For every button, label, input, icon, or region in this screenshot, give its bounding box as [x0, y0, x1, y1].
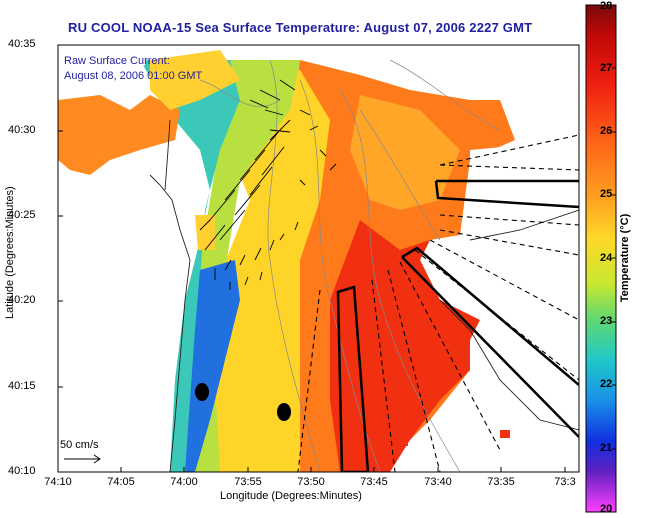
x-axis-label: Longitude (Degrees:Minutes) [220, 490, 362, 502]
land-west [58, 170, 185, 472]
lon-tick: 74:05 [107, 476, 135, 488]
sst-north-yellow [150, 50, 240, 110]
sst-cyan-region [140, 60, 240, 472]
survey-lines [297, 134, 579, 472]
colorbar-title: Temperature (°C) [619, 213, 631, 303]
sst-blue-region [185, 260, 240, 472]
colorbar-tick-label: 23 [600, 315, 613, 327]
map-title: RU COOL NOAA-15 Sea Surface Temperature:… [68, 20, 533, 35]
lat-tick: 40:35 [8, 38, 36, 50]
sst-speck [400, 440, 408, 446]
legend-current-label: Raw Surface Current: [64, 55, 170, 67]
scale-arrow [64, 454, 101, 464]
lat-tick: 40:20 [8, 294, 36, 306]
sst-north-warm [58, 95, 180, 175]
lon-tick: 74:00 [170, 476, 198, 488]
lon-tick: 73:45 [360, 476, 388, 488]
mooring-marker [195, 383, 209, 401]
lat-tick: 40:10 [8, 465, 36, 477]
colorbar-tick-label: 20 [600, 503, 613, 515]
lat-tick: 40:30 [8, 124, 36, 136]
sst-orange-north [350, 95, 460, 210]
bathymetry-contours [199, 59, 501, 472]
axis-ticks [57, 44, 566, 473]
legend-current-time: August 08, 2006 01:00 GMT [64, 70, 203, 82]
survey-boxes [336, 179, 579, 472]
plot-frame [57, 44, 580, 473]
lat-tick: 40:15 [8, 380, 36, 392]
colorbar-tick-label: 25 [600, 188, 613, 200]
colorbar-tick-label: 21 [600, 442, 613, 454]
land-north-west [58, 45, 150, 95]
colorbar-tick-label: 28 [600, 0, 613, 12]
current-vectors [199, 79, 337, 290]
lon-tick: 73:35 [487, 476, 515, 488]
sst-speck [500, 430, 510, 438]
lat-tick: 40:25 [8, 209, 36, 221]
scale-label: 50 cm/s [60, 439, 99, 451]
mooring-marker [277, 403, 291, 421]
lon-tick: 73:55 [234, 476, 262, 488]
colorbar-tick-label: 27 [600, 62, 613, 74]
coastline [149, 119, 579, 472]
lon-tick: 73:3 [554, 476, 576, 488]
colorbar-tick-label: 24 [600, 252, 613, 264]
lon-tick: 73:40 [424, 476, 452, 488]
lon-tick: 74:10 [44, 476, 72, 488]
sst-patch-west [195, 215, 215, 250]
colorbar-tick-label: 22 [600, 378, 613, 390]
colorbar-ticks [612, 4, 616, 513]
colorbar-tick-label: 26 [600, 125, 613, 137]
sst-red-region [330, 220, 480, 472]
land-north-east [470, 45, 579, 150]
lon-tick: 73:50 [297, 476, 325, 488]
